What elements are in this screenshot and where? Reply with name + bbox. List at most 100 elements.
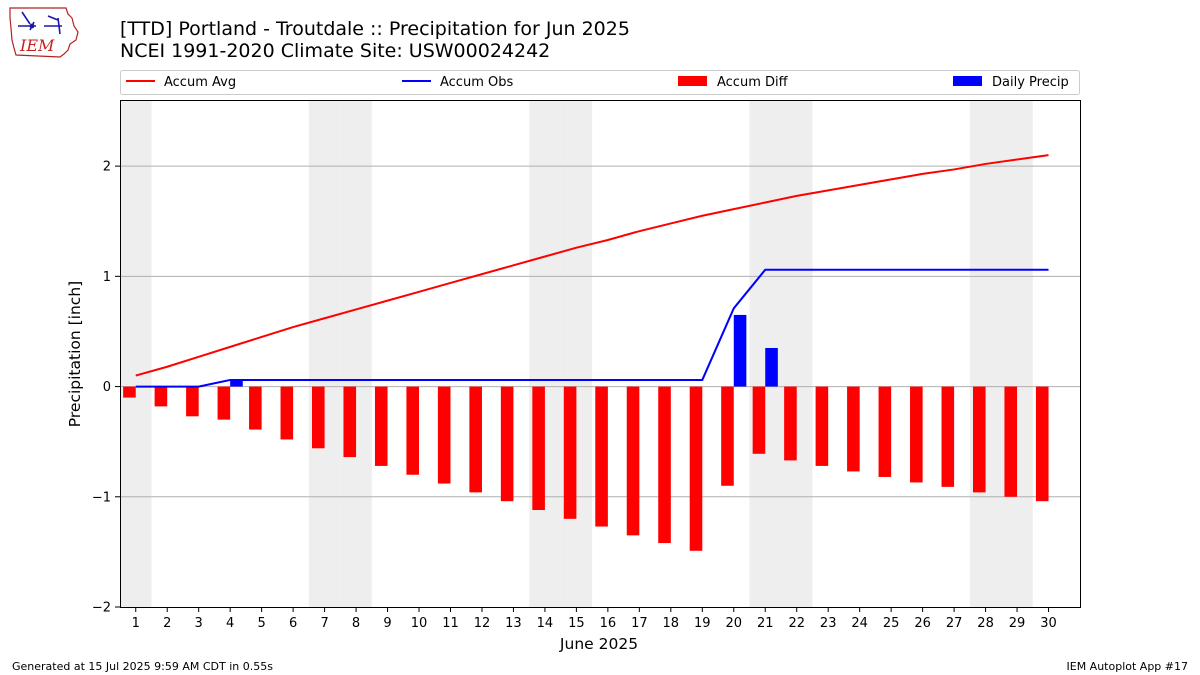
x-tick-label: 23 xyxy=(820,616,837,631)
weekend-band-8 xyxy=(340,100,372,607)
daily-precip-bar-20 xyxy=(733,314,747,387)
y-tick-label: −2 xyxy=(92,601,111,616)
legend-accum-diff-label: Accum Diff xyxy=(717,75,789,90)
legend-accum-diff-swatch xyxy=(678,76,707,86)
x-tick-label: 18 xyxy=(663,616,680,631)
x-tick-label: 2 xyxy=(163,616,171,631)
y-axis-label: Precipitation [inch] xyxy=(66,281,84,427)
accum-diff-bar-11 xyxy=(437,386,451,484)
x-tick-label: 11 xyxy=(442,616,459,631)
x-tick-label: 17 xyxy=(631,616,648,631)
x-tick-label: 6 xyxy=(289,616,297,631)
accum-diff-bar-30 xyxy=(1035,386,1049,502)
accum-diff-bar-17 xyxy=(626,386,640,536)
x-tick-label: 14 xyxy=(537,616,554,631)
x-tick-label: 4 xyxy=(226,616,234,631)
accum-diff-bar-8 xyxy=(343,386,357,458)
daily-precip-bar-21 xyxy=(765,347,778,387)
y-tick-label: 1 xyxy=(103,270,111,285)
accum-diff-bar-9 xyxy=(374,386,388,466)
y-tick-label: −1 xyxy=(92,490,111,505)
y-tick-label: 0 xyxy=(103,380,111,395)
y-axis-ticks: −2 −1 0 1 2 xyxy=(92,160,120,616)
logo-text: IEM xyxy=(19,36,55,55)
x-tick-label: 5 xyxy=(257,616,265,631)
weekend-band-22 xyxy=(780,100,813,607)
accum-diff-bar-7 xyxy=(312,386,325,449)
x-axis-label: June 2025 xyxy=(559,635,638,653)
x-tick-label: 27 xyxy=(946,616,963,631)
legend-daily-precip-swatch xyxy=(953,76,982,86)
weekend-band-15 xyxy=(560,100,593,607)
weekend-band-7 xyxy=(308,100,341,607)
accum-diff-bar-3 xyxy=(186,386,199,417)
accum-diff-bar-2 xyxy=(154,386,168,407)
plot-frame xyxy=(120,100,1081,608)
accum-diff-bar-5 xyxy=(249,386,262,430)
x-tick-label: 7 xyxy=(320,616,328,631)
legend-accum-obs-label: Accum Obs xyxy=(440,75,513,90)
weekend-band-29 xyxy=(1001,100,1033,607)
x-tick-label: 22 xyxy=(788,616,805,631)
footer-generated: Generated at 15 Jul 2025 9:59 AM CDT in … xyxy=(12,660,273,673)
x-tick-label: 28 xyxy=(977,616,994,631)
x-tick-label: 1 xyxy=(132,616,140,631)
x-tick-label: 10 xyxy=(411,616,428,631)
accum-diff-bar-16 xyxy=(595,386,608,527)
accum-diff-bar-27 xyxy=(941,386,955,487)
x-axis-ticks: 1 2 3 4 5 6 7 8 9 10 11 12 13 14 15 16 17 18 19 20 21 22 23 24 2… xyxy=(132,607,1057,631)
accum-diff-bar-23 xyxy=(815,386,829,466)
x-tick-label: 9 xyxy=(383,616,391,631)
accum-diff-bar-25 xyxy=(878,386,892,477)
x-tick-label: 16 xyxy=(600,616,617,631)
weekend-band-14 xyxy=(529,100,561,607)
accum-obs-line xyxy=(135,268,1049,388)
accum-diff-bar-10 xyxy=(406,386,420,475)
chart-subtitle: NCEI 1991-2020 Climate Site: USW00024242 xyxy=(120,40,550,62)
footer-app: IEM Autoplot App #17 xyxy=(1067,660,1189,673)
x-tick-label: 25 xyxy=(883,616,900,631)
accum-diff-bar-21 xyxy=(752,386,766,454)
x-tick-label: 13 xyxy=(505,616,522,631)
legend-daily-precip-label: Daily Precip xyxy=(992,75,1069,90)
x-tick-label: 19 xyxy=(694,616,711,631)
x-tick-label: 8 xyxy=(352,616,360,631)
accum-diff-bar-24 xyxy=(847,386,860,472)
y-tick-label: 2 xyxy=(103,160,111,175)
accum-diff-bar-26 xyxy=(910,386,923,483)
accum-diff-bar-6 xyxy=(280,386,294,440)
legend-accum-avg-label: Accum Avg xyxy=(164,75,236,90)
daily-precip-bars xyxy=(230,314,778,387)
x-tick-label: 30 xyxy=(1040,616,1057,631)
accum-diff-bar-19 xyxy=(689,386,703,551)
x-tick-label: 3 xyxy=(195,616,203,631)
accum-diff-bar-22 xyxy=(784,386,797,461)
accum-diff-bar-18 xyxy=(658,386,671,544)
accum-diff-bar-14 xyxy=(532,386,545,511)
accum-diff-bar-12 xyxy=(469,386,482,493)
x-tick-label: 24 xyxy=(851,616,868,631)
x-tick-label: 29 xyxy=(1009,616,1026,631)
weekend-shading xyxy=(120,100,1033,607)
accum-diff-bars xyxy=(123,386,1049,551)
iem-logo: IEM xyxy=(9,7,79,58)
chart-title: [TTD] Portland - Troutdale :: Precipitat… xyxy=(120,18,630,40)
accum-diff-bar-29 xyxy=(1004,386,1018,497)
x-tick-label: 12 xyxy=(474,616,491,631)
x-tick-label: 20 xyxy=(725,616,742,631)
accum-diff-bar-20 xyxy=(721,386,734,486)
x-tick-label: 26 xyxy=(914,616,931,631)
accum-avg-line xyxy=(135,154,1049,377)
weekend-band-28 xyxy=(969,100,1002,607)
accum-diff-bar-1 xyxy=(123,386,136,398)
legend: Accum Avg Accum Obs Accum Diff Daily Pre… xyxy=(120,70,1080,95)
accum-diff-bar-15 xyxy=(563,386,577,519)
weekend-band-1 xyxy=(120,100,152,607)
x-tick-label: 21 xyxy=(757,616,774,631)
x-tick-label: 15 xyxy=(568,616,585,631)
accum-diff-bar-4 xyxy=(217,386,231,420)
accum-diff-bar-13 xyxy=(500,386,514,502)
accum-diff-bar-28 xyxy=(972,386,986,493)
daily-precip-bar-4 xyxy=(230,379,243,387)
